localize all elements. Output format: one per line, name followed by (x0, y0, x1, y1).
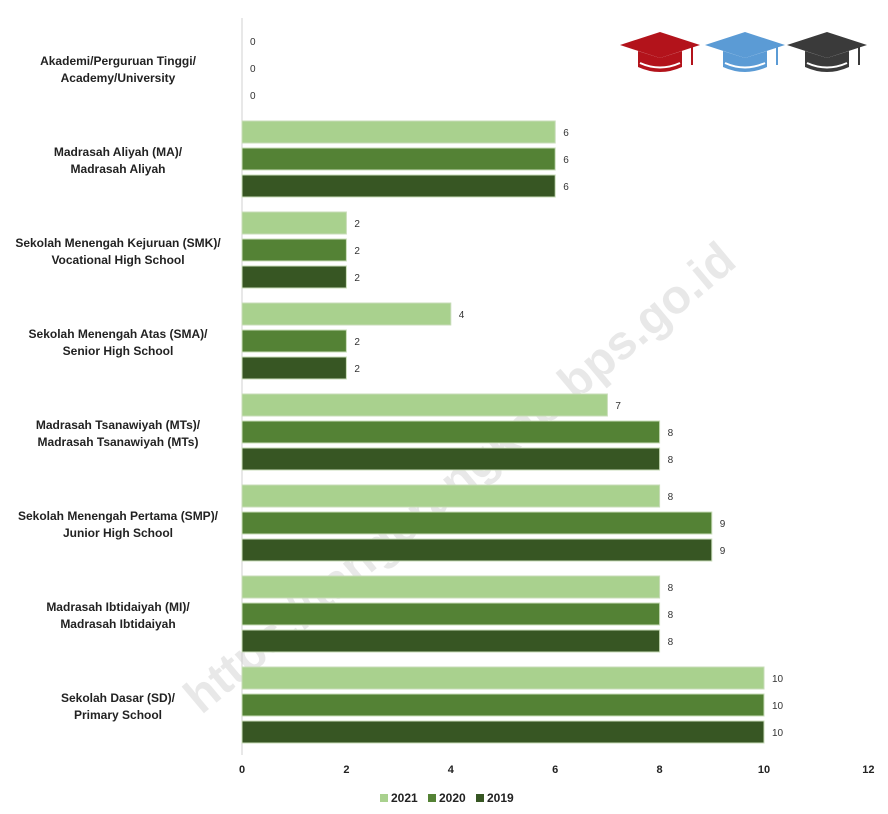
data-label: 0 (250, 91, 256, 102)
category-label: Sekolah Menengah Pertama (SMP)/ (18, 509, 219, 523)
bar-2019 (241, 629, 661, 653)
legend-swatch-2019 (476, 794, 484, 802)
data-label: 10 (772, 728, 784, 739)
bar-2021 (241, 575, 661, 599)
category-label: Sekolah Menengah Atas (SMA)/ (29, 327, 209, 341)
bar-2019 (241, 356, 347, 380)
data-label: 8 (668, 492, 674, 503)
bar-2021 (241, 302, 452, 326)
bar-2021 (241, 666, 765, 690)
x-tick-label: 4 (448, 764, 455, 776)
bar-2020 (241, 147, 556, 171)
bar-2021 (241, 393, 608, 417)
data-label: 2 (354, 364, 360, 375)
data-label: 10 (772, 674, 784, 685)
legend-label: 2021 (391, 791, 418, 805)
category-label: Madrasah Ibtidaiyah (MI)/ (46, 600, 190, 614)
data-label: 2 (354, 337, 360, 348)
category-label: Madrasah Aliyah (71, 162, 166, 176)
category-label: Vocational High School (51, 253, 184, 267)
x-tick-label: 8 (657, 764, 663, 776)
category-label: Primary School (74, 708, 162, 722)
x-tick-label: 10 (758, 764, 770, 776)
legend-label: 2020 (439, 791, 466, 805)
x-tick-label: 2 (343, 764, 349, 776)
bar-2021 (241, 484, 661, 508)
category-label: Sekolah Menengah Kejuruan (SMK)/ (15, 236, 221, 250)
category-label: Madrasah Tsanawiyah (MTs) (38, 435, 199, 449)
category-label: Akademi/Perguruan Tinggi/ (40, 54, 196, 68)
x-tick-label: 12 (862, 764, 874, 776)
bar-2019 (241, 720, 765, 744)
data-label: 0 (250, 37, 256, 48)
graduation-cap-blue-icon (705, 32, 785, 72)
bar-2020 (241, 693, 765, 717)
bar-2020 (241, 511, 713, 535)
bar-2019 (241, 265, 347, 289)
data-label: 7 (615, 401, 621, 412)
legend-swatch-2021 (380, 794, 388, 802)
bars-group: 0 0 0 6 6 6 2 2 2 4 2 2 7 8 8 8 9 9 8 8 8 10 10 10 (241, 37, 784, 744)
category-label: Academy/University (61, 71, 176, 85)
category-label: Madrasah Ibtidaiyah (60, 617, 175, 631)
category-label: Junior High School (63, 526, 173, 540)
bar-2019 (241, 447, 661, 471)
data-label: 8 (668, 428, 674, 439)
data-label: 4 (459, 310, 465, 321)
bar-2019 (241, 174, 556, 198)
data-label: 6 (563, 155, 569, 166)
bar-2020 (241, 329, 347, 353)
data-label: 8 (668, 583, 674, 594)
category-label: Sekolah Dasar (SD)/ (61, 691, 176, 705)
data-label: 9 (720, 519, 726, 530)
data-label: 2 (354, 273, 360, 284)
legend: 2021 2020 2019 (380, 791, 514, 805)
x-tick-label: 0 (239, 764, 245, 776)
legend-swatch-2020 (428, 794, 436, 802)
bar-2021 (241, 211, 347, 235)
data-label: 6 (563, 182, 569, 193)
data-label: 8 (668, 637, 674, 648)
data-label: 8 (668, 455, 674, 466)
data-label: 9 (720, 546, 726, 557)
x-tick-label: 6 (552, 764, 558, 776)
data-label: 10 (772, 701, 784, 712)
data-label: 6 (563, 128, 569, 139)
graduation-cap-red-icon (620, 32, 700, 72)
data-label: 8 (668, 610, 674, 621)
bar-2021 (241, 120, 556, 144)
bar-2020 (241, 420, 661, 444)
bar-2020 (241, 238, 347, 262)
graduation-caps-logo (620, 32, 867, 72)
data-label: 2 (354, 246, 360, 257)
category-label: Madrasah Aliyah (MA)/ (54, 145, 183, 159)
category-label: Madrasah Tsanawiyah (MTs)/ (36, 418, 201, 432)
bar-2019 (241, 538, 713, 562)
category-label: Senior High School (63, 344, 174, 358)
bar-2020 (241, 602, 661, 626)
data-label: 0 (250, 64, 256, 75)
graduation-cap-black-icon (787, 32, 867, 72)
category-labels: Akademi/Perguruan Tinggi/Academy/Univers… (15, 54, 221, 722)
legend-label: 2019 (487, 791, 514, 805)
data-label: 2 (354, 219, 360, 230)
